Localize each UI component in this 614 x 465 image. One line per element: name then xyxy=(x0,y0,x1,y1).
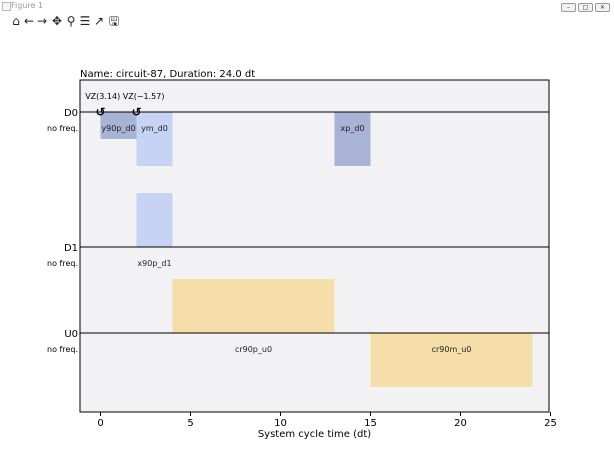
close-button[interactable]: ✕ xyxy=(595,3,610,12)
minimize-button[interactable]: – xyxy=(561,3,576,12)
pulse-label-x90p_d1: x90p_d1 xyxy=(137,259,171,268)
home-icon[interactable]: ⌂ xyxy=(12,14,20,28)
pan-icon[interactable]: ✥ xyxy=(51,14,63,28)
phase-annotation: VZ(3.14) VZ(−1.57) xyxy=(85,92,164,101)
channel-freq-d0: no freq. xyxy=(47,124,78,133)
pulse-label-xp_d0: xp_d0 xyxy=(341,124,365,133)
channel-label-u0: U0 xyxy=(64,329,78,340)
save-icon[interactable]: 🖫 xyxy=(108,14,120,28)
pulse-schedule-chart: Name: circuit-87, Duration: 24.0 dt D0 no … xyxy=(47,69,557,440)
window-titlebar: Figure 1 – □ ✕ xyxy=(0,0,614,14)
zoom-icon[interactable]: ⚲ xyxy=(66,14,76,28)
pulse-xp_d0 xyxy=(334,112,371,166)
x-tick-label-5: 5 xyxy=(187,418,193,429)
window-controls: – □ ✕ xyxy=(561,3,610,12)
chart-title: Name: circuit-87, Duration: 24.0 dt xyxy=(80,69,255,80)
phase-marker-0: ↺ xyxy=(95,105,105,119)
x-tick-label-15: 15 xyxy=(364,418,377,429)
pulse-cr90m_u0 xyxy=(370,333,533,387)
pulse-ym_d0 xyxy=(136,112,173,166)
figure-canvas: Name: circuit-87, Duration: 24.0 dt D0 no … xyxy=(0,29,614,465)
phase-marker-1: ↺ xyxy=(131,105,141,119)
back-icon[interactable]: ← xyxy=(23,14,35,28)
x-tick-label-25: 25 xyxy=(544,418,557,429)
pulse-label-y90p_d0: y90p_d0 xyxy=(101,124,135,133)
x-tick-label-10: 10 xyxy=(274,418,287,429)
channel-freq-u0: no freq. xyxy=(47,345,78,354)
edit-axis-icon[interactable]: ↗ xyxy=(93,14,105,28)
pulse-label-ym_d0: ym_d0 xyxy=(141,124,168,133)
app-icon xyxy=(2,2,11,11)
channel-label-d0: D0 xyxy=(64,108,78,119)
pulse-label-cr90m_u0: cr90m_u0 xyxy=(432,345,472,354)
restore-button[interactable]: □ xyxy=(578,3,593,12)
channel-label-d1: D1 xyxy=(64,243,78,254)
pulse-y90p_d0 xyxy=(100,112,137,139)
x-axis-label: System cycle time (dt) xyxy=(258,429,371,440)
pulse-x90p_d1 xyxy=(136,193,173,247)
configure-subplots-icon[interactable]: ☰ xyxy=(79,14,91,28)
window-title: Figure 1 xyxy=(11,1,44,10)
pulse-label-cr90p_u0: cr90p_u0 xyxy=(235,345,272,354)
navigation-toolbar: ⌂ ← → ✥ ⚲ ☰ ↗ 🖫 xyxy=(0,13,614,29)
x-tick-label-20: 20 xyxy=(454,418,467,429)
pulse-cr90p_u0 xyxy=(172,279,335,333)
channel-freq-d1: no freq. xyxy=(47,259,78,268)
x-tick-label-0: 0 xyxy=(97,418,103,429)
forward-icon[interactable]: → xyxy=(36,14,48,28)
